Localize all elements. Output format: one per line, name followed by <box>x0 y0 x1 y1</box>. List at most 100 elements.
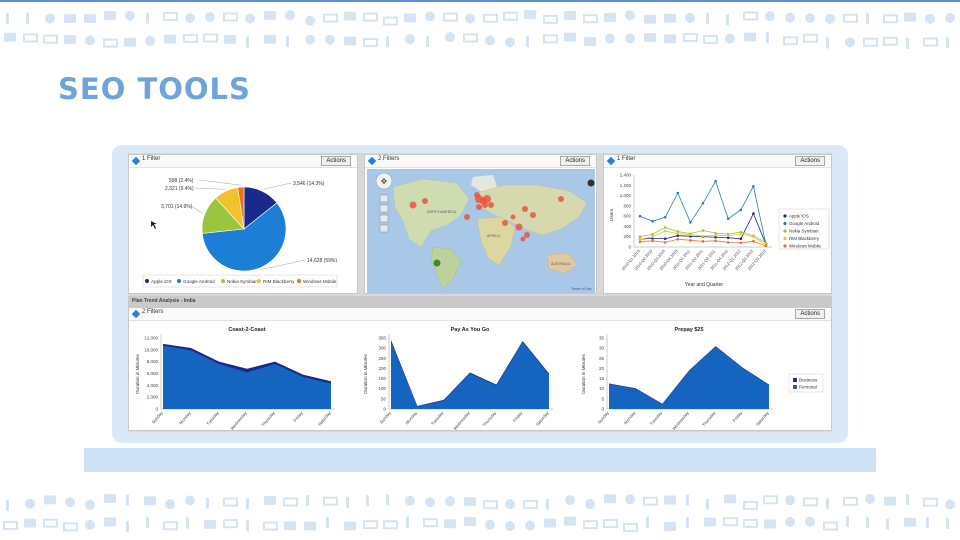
decor-chat-icon <box>644 32 656 42</box>
decor-bar-icon <box>846 516 849 528</box>
decor-circle-icon <box>245 13 255 24</box>
pie-slice <box>201 202 287 272</box>
map-tool-icons[interactable] <box>379 194 389 233</box>
decor-circle-icon <box>765 11 775 22</box>
x-tick-label: Saturday <box>535 410 550 427</box>
decor-circle-icon <box>785 516 795 527</box>
decor-frame-icon <box>743 500 758 510</box>
map-marker-green[interactable] <box>433 259 441 267</box>
world-map[interactable]: NORTH AMERICA AFRICA AUSTRALIA ✥ Terms o… <box>365 155 598 295</box>
decor-bar-icon <box>946 37 949 49</box>
decor-bar-icon <box>246 36 249 48</box>
decor-frame-icon <box>483 13 498 23</box>
mouse-cursor-icon <box>151 221 157 229</box>
decor-circle-icon <box>205 12 215 23</box>
decor-chat-icon <box>404 13 416 23</box>
decor-chat-icon <box>644 14 656 24</box>
decor-frame-icon <box>463 33 478 43</box>
pan-arrows-icon[interactable]: ✥ <box>381 177 388 186</box>
y-tick-label: 600 <box>623 214 631 219</box>
panel-header: 1 Filter Actions <box>604 155 831 168</box>
decor-chat-icon <box>104 11 116 21</box>
decor-bar-icon <box>6 499 9 511</box>
decor-frame-icon <box>23 33 38 43</box>
y-tick-label: 350 <box>378 336 386 341</box>
legend-marker <box>257 279 261 283</box>
y-tick-label: 0 <box>601 407 604 412</box>
decor-frame-icon <box>543 34 558 44</box>
legend-label: Google Android <box>183 279 215 284</box>
decor-frame-icon <box>383 520 398 530</box>
decor-chat-icon <box>664 495 676 505</box>
decor-bar-icon <box>246 520 249 532</box>
decor-circle-icon <box>625 10 635 21</box>
decor-circle-icon <box>845 37 855 48</box>
x-tick-label: Sunday <box>597 410 611 425</box>
decor-chat-icon <box>44 495 56 505</box>
decor-circle-icon <box>785 495 795 506</box>
filter-label[interactable]: 2 Filters <box>378 156 400 162</box>
decor-chat-icon <box>664 13 676 23</box>
panel-header: 2 Filters Actions <box>129 308 831 321</box>
decor-bar-icon <box>906 494 909 506</box>
decorative-icons-bottom <box>3 494 955 533</box>
filter-label[interactable]: 1 Filter <box>142 156 161 162</box>
actions-button[interactable]: Actions <box>795 156 825 166</box>
actions-button[interactable]: Actions <box>321 156 351 166</box>
data-point <box>663 241 667 244</box>
pie-leader-line <box>198 179 241 186</box>
decor-circle-icon <box>805 13 815 24</box>
decor-bar-icon <box>26 12 29 24</box>
y-tick-label: 5 <box>601 396 604 401</box>
y-tick-label: 1,400 <box>620 173 632 178</box>
decor-frame-icon <box>43 518 58 528</box>
decor-circle-icon <box>165 499 175 510</box>
filter-label[interactable]: 1 Filter <box>617 156 636 162</box>
decor-chat-icon <box>164 34 176 44</box>
decor-circle-icon <box>425 11 435 22</box>
map-terms-label[interactable]: Terms of Use <box>571 287 592 291</box>
decor-chat-icon <box>124 37 136 47</box>
data-point <box>676 191 680 195</box>
decor-circle-icon <box>825 13 835 24</box>
decor-frame-icon <box>883 36 898 46</box>
data-point <box>752 212 755 215</box>
filter-label[interactable]: 2 Filters <box>142 309 164 315</box>
decor-circle-icon <box>505 521 515 532</box>
area-series <box>163 345 331 409</box>
decor-frame-icon <box>803 497 818 507</box>
x-tick-label: Friday <box>512 410 524 423</box>
decor-chat-icon <box>664 521 676 531</box>
decor-frame-icon <box>363 38 378 48</box>
map-markers[interactable] <box>409 192 565 242</box>
decor-chat-icon <box>4 32 16 42</box>
y-tick-label: 1,200 <box>620 183 632 188</box>
decor-frame-icon <box>43 34 58 44</box>
line-panel: 1 Filter Actions 0 200 400 600 800 1,000 1,200… <box>603 154 832 294</box>
decor-frame-icon <box>63 522 78 532</box>
data-point <box>714 233 717 237</box>
pie-slice <box>237 186 245 230</box>
decor-chat-icon <box>564 32 576 42</box>
greenland-landmass <box>471 175 497 193</box>
decor-bar-icon <box>206 497 209 509</box>
decor-bar-icon <box>886 518 889 530</box>
map-label-australia: AUSTRALIA <box>551 262 571 266</box>
decorative-icons-top <box>4 10 955 49</box>
decor-circle-icon <box>85 499 95 510</box>
map-pan-control[interactable] <box>375 172 393 190</box>
decor-circle-icon <box>945 499 955 510</box>
decor-chat-icon <box>204 519 216 529</box>
actions-button[interactable]: Actions <box>795 309 825 319</box>
decor-frame-icon <box>823 521 838 531</box>
decor-bar-icon <box>866 517 869 529</box>
actions-button[interactable]: Actions <box>560 156 590 166</box>
decor-frame-icon <box>723 517 738 527</box>
decor-bar-icon <box>546 498 549 510</box>
legend-marker <box>783 236 787 241</box>
slide-title: SEO TOOLS <box>58 72 251 106</box>
decor-chat-icon <box>464 516 476 526</box>
decor-bar-icon <box>826 37 829 49</box>
map-zoom-icon[interactable] <box>587 179 595 187</box>
